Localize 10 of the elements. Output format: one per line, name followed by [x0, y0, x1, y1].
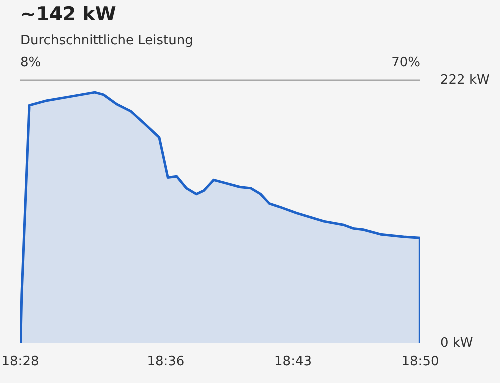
x-tick-label: 18:36 [147, 354, 185, 370]
x-tick-label: 18:43 [274, 354, 312, 370]
chart-title: ~142 kW [20, 4, 116, 26]
y-tick-label: 222 kW [440, 73, 490, 88]
y-tick-label: 0 kW [440, 336, 474, 351]
annotation: 70% [392, 56, 421, 70]
x-tick-label: 18:50 [402, 354, 440, 370]
x-tick-label: 18:28 [2, 354, 40, 370]
chart-subtitle: Durchschnittliche Leistung [20, 34, 194, 48]
annotation: 8% [20, 56, 42, 70]
